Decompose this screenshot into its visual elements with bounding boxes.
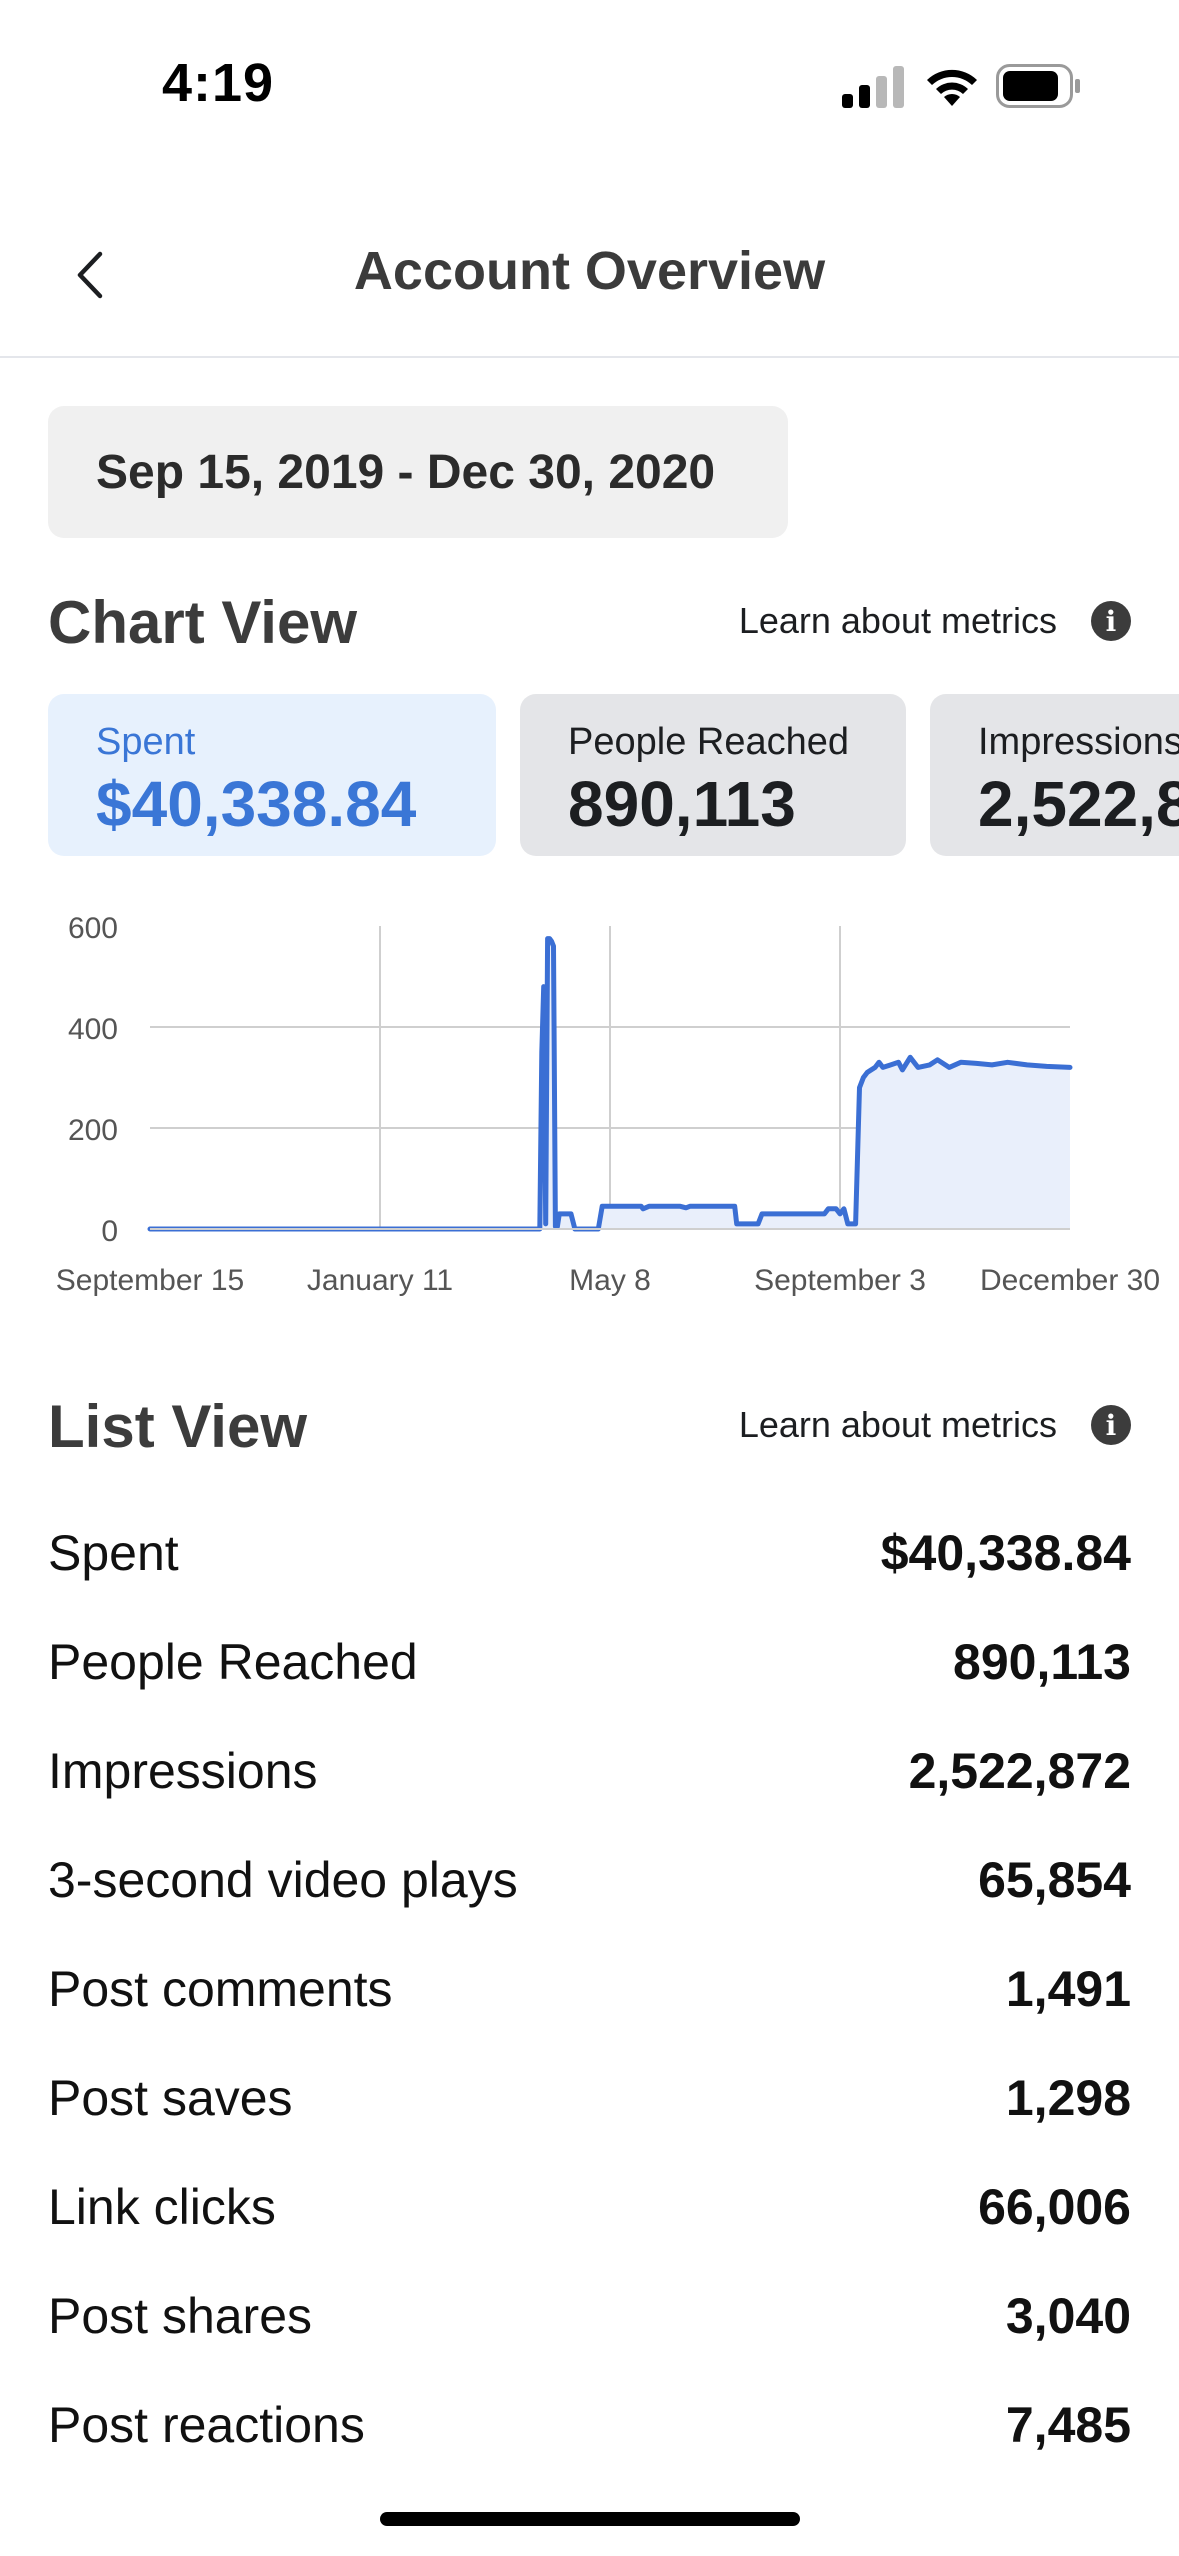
chart-y-tick-label: 200 — [68, 1114, 118, 1147]
learn-metrics-label: Learn about metrics — [738, 600, 1057, 641]
metric-label: Post saves — [48, 2070, 293, 2126]
metric-label: Post reactions — [48, 2397, 365, 2453]
chart-x-tick-label: September 3 — [754, 1264, 926, 1297]
metric-card-spent[interactable]: Spent $40,338.84 — [48, 694, 496, 856]
chart-x-tick-label: May 8 — [569, 1264, 651, 1297]
home-indicator[interactable] — [380, 2512, 800, 2526]
spent-chart: 600 400 200 0 September 15 January 11 May 8 Sep… — [0, 900, 1179, 1320]
metric-card-value: 890,113 — [568, 768, 796, 840]
nav-bar: Account Overview — [0, 200, 1179, 358]
wifi-icon — [927, 69, 977, 106]
info-icon: i — [1091, 601, 1131, 641]
metric-card-value: $40,338.84 — [96, 768, 417, 840]
list-item: Post shares 3,040 — [48, 2262, 1131, 2370]
chart-y-tick-label: 600 — [68, 912, 118, 945]
metric-value: 7,485 — [1005, 2397, 1131, 2453]
date-range-selector[interactable]: Sep 15, 2019 - Dec 30, 2020 — [48, 406, 788, 538]
list-item: Link clicks 66,006 — [48, 2153, 1131, 2261]
metric-value: 3,040 — [1005, 2288, 1131, 2344]
metric-value: 66,006 — [978, 2179, 1131, 2235]
metric-label: Post comments — [48, 1961, 393, 2017]
page-title: Account Overview — [353, 241, 826, 301]
metric-card-label: Impressions — [978, 721, 1179, 763]
chevron-left-icon — [77, 251, 103, 299]
chart-series-line — [147, 936, 1073, 1232]
chart-x-tick-label: December 30 — [980, 1264, 1160, 1297]
metric-value: 1,491 — [1005, 1961, 1131, 2017]
list-item: Spent $40,338.84 — [48, 1499, 1131, 1607]
list-item: Post comments 1,491 — [48, 1935, 1131, 2043]
metric-card-label: Spent — [96, 721, 196, 763]
metric-value: 2,522,872 — [908, 1743, 1131, 1799]
metric-value: 890,113 — [953, 1634, 1131, 1690]
list-item: Post reactions 7,485 — [48, 2371, 1131, 2479]
chart-x-tick-label: January 11 — [307, 1264, 453, 1297]
metric-card-value: 2,522,872 — [978, 768, 1179, 840]
metric-value: 1,298 — [1005, 2070, 1131, 2126]
status-bar: 4:19 — [0, 0, 1179, 170]
metric-label: People Reached — [48, 1634, 418, 1690]
learn-metrics-label: Learn about metrics — [738, 1404, 1057, 1445]
list-view-title: List View — [48, 1393, 307, 1460]
battery-icon — [996, 64, 1080, 108]
metric-label: 3-second video plays — [48, 1852, 518, 1908]
metric-value: $40,338.84 — [880, 1525, 1131, 1581]
chart-x-tick-label: September 15 — [56, 1264, 244, 1297]
chart-y-tick-label: 0 — [101, 1215, 118, 1248]
info-icon: i — [1091, 1405, 1131, 1445]
metric-card-people-reached[interactable]: People Reached 890,113 — [520, 694, 906, 856]
metric-card-impressions[interactable]: Impressions 2,522,872 — [930, 694, 1179, 856]
metric-card-label: People Reached — [568, 721, 849, 763]
status-time: 4:19 — [162, 53, 275, 113]
list-item: Post saves 1,298 — [48, 2044, 1131, 2152]
line-chart: 600 400 200 0 September 15 January 11 May 8 Sep… — [56, 912, 1160, 1297]
chart-y-tick-label: 400 — [68, 1013, 118, 1046]
list-learn-metrics-link[interactable]: Learn about metrics i — [739, 1404, 1131, 1446]
chart-learn-metrics-link[interactable]: Learn about metrics i — [739, 600, 1131, 642]
metric-value: 65,854 — [978, 1852, 1131, 1908]
metric-label: Spent — [48, 1525, 179, 1581]
chart-series-area — [150, 938, 1070, 1229]
list-item: People Reached 890,113 — [48, 1608, 1131, 1716]
metric-label: Link clicks — [48, 2179, 276, 2235]
list-item: 3-second video plays 65,854 — [48, 1826, 1131, 1934]
metric-label: Post shares — [48, 2288, 313, 2344]
metric-label: Impressions — [48, 1743, 318, 1799]
list-item: Impressions 2,522,872 — [48, 1717, 1131, 1825]
metric-cards: Spent $40,338.84 People Reached 890,113 … — [48, 694, 1179, 856]
chart-view-title: Chart View — [48, 589, 357, 656]
back-button[interactable] — [54, 240, 124, 310]
cellular-signal-icon — [842, 66, 904, 108]
